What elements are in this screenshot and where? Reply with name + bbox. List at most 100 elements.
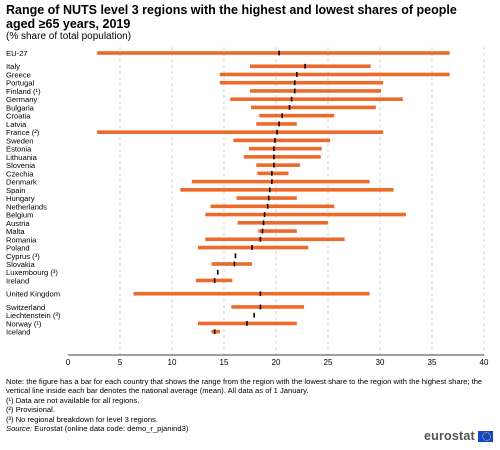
mean-marker: [268, 187, 271, 193]
category-label: France (²): [6, 128, 40, 137]
category-label: EU-27: [6, 49, 28, 58]
category-label: Latvia: [6, 120, 27, 129]
range-bar: [237, 221, 328, 225]
category-label: Liechtenstein (³): [6, 311, 61, 320]
note-main: Note: the figure has a bar for each coun…: [6, 377, 483, 396]
mean-marker: [213, 278, 216, 283]
mean-marker: [271, 179, 273, 184]
mean-marker: [213, 329, 216, 335]
x-tick-label: 20: [272, 358, 281, 367]
category-label: Hungary: [6, 194, 35, 203]
mean-marker: [253, 312, 255, 318]
category-label: Iceland: [6, 328, 31, 337]
range-bar: [250, 89, 382, 93]
mean-marker: [290, 96, 293, 102]
note-2: (²) Provisional.: [6, 405, 55, 415]
range-bar: [251, 105, 376, 110]
range-bar: [219, 80, 384, 85]
category-label: Ireland: [6, 276, 29, 285]
category-label: Belgium: [6, 211, 33, 220]
category-label: Italy: [6, 62, 20, 71]
range-bar: [243, 155, 321, 159]
mean-marker: [267, 195, 270, 201]
mean-marker: [259, 291, 262, 297]
mean-marker: [281, 113, 284, 119]
range-bar: [248, 146, 322, 151]
mean-marker: [293, 80, 296, 86]
range-bar: [97, 130, 384, 134]
mean-marker: [246, 321, 248, 326]
category-label: Czechia: [6, 169, 34, 178]
category-label: Slovakia: [6, 260, 35, 269]
mean-marker: [278, 121, 280, 127]
x-tick-label: 25: [324, 358, 333, 367]
x-tick-label: 5: [118, 358, 123, 367]
chart-notes: Note: the figure has a bar for each coun…: [6, 377, 486, 433]
category-label: Bulgaria: [6, 103, 35, 112]
mean-marker: [274, 138, 276, 143]
range-bar: [210, 204, 335, 209]
category-label: Switzerland: [6, 303, 45, 312]
x-tick-label: 15: [220, 358, 229, 367]
range-bar: [258, 229, 297, 233]
category-label: Netherlands: [6, 202, 47, 211]
category-label: Sweden: [6, 136, 33, 145]
mean-marker: [261, 228, 264, 234]
mean-marker: [293, 88, 296, 94]
range-bar: [230, 97, 403, 101]
mean-marker: [233, 261, 236, 267]
mean-marker: [296, 72, 298, 77]
range-bar: [256, 122, 297, 126]
category-label: Greece: [6, 70, 31, 79]
range-bar: [198, 245, 309, 250]
range-bar-chart: 0 5 10 15 20 25 30 35 40 EU-27 ItalyGreecePortugal…: [6, 47, 489, 367]
note-3: (³) No regional breakdown for level 3 re…: [6, 414, 158, 424]
range-bar: [211, 329, 220, 334]
chart-title: Range of NUTS level 3 regions with the h…: [6, 3, 457, 31]
mean-marker: [234, 253, 237, 259]
range-bar: [233, 138, 331, 143]
range-bar: [231, 305, 305, 309]
eu-flag-icon: [477, 430, 493, 442]
category-label: Spain: [6, 186, 25, 195]
category-label: Malta: [6, 227, 25, 236]
category-label: Norway (¹): [6, 319, 42, 328]
range-bar: [205, 237, 345, 242]
category-label: Denmark: [6, 178, 37, 187]
logo-text: eurostat: [424, 429, 475, 443]
source-text: Eurostat (online data code: demo_r_pjani…: [34, 424, 189, 434]
range-bar: [250, 64, 371, 69]
mean-marker: [304, 63, 306, 69]
category-label: Estonia: [6, 145, 32, 154]
x-tick-label: 35: [428, 358, 437, 367]
category-label: Cyprus (³): [6, 252, 40, 261]
mean-marker: [288, 105, 291, 110]
range-bar: [256, 163, 300, 167]
source-line: Source: Eurostat (online data code: demo…: [6, 424, 486, 433]
range-bar: [219, 72, 450, 77]
mean-marker: [216, 269, 219, 275]
category-label: Finland (¹): [6, 87, 41, 96]
category-label: Luxembourg (³): [6, 268, 58, 277]
mean-marker: [273, 162, 275, 168]
category-label: Romania: [6, 235, 37, 244]
mean-marker: [276, 129, 278, 135]
category-label: United Kingdom: [6, 290, 60, 299]
mean-marker: [262, 220, 265, 226]
range-bar: [259, 113, 335, 118]
category-label: Croatia: [6, 112, 31, 121]
range-bar: [211, 262, 253, 266]
category-label: Portugal: [6, 79, 35, 88]
range-bar: [97, 51, 450, 55]
x-tick-label: 0: [66, 358, 71, 367]
mean-marker: [266, 203, 269, 209]
category-label: Lithuania: [6, 153, 38, 162]
mean-marker: [278, 50, 280, 56]
range-bar: [180, 188, 394, 192]
range-bar: [236, 196, 297, 200]
mean-marker: [273, 146, 275, 152]
range-bar: [133, 291, 370, 296]
x-tick-label: 40: [480, 358, 489, 367]
x-tick-label: 10: [168, 358, 177, 367]
category-label: Austria: [6, 219, 30, 228]
